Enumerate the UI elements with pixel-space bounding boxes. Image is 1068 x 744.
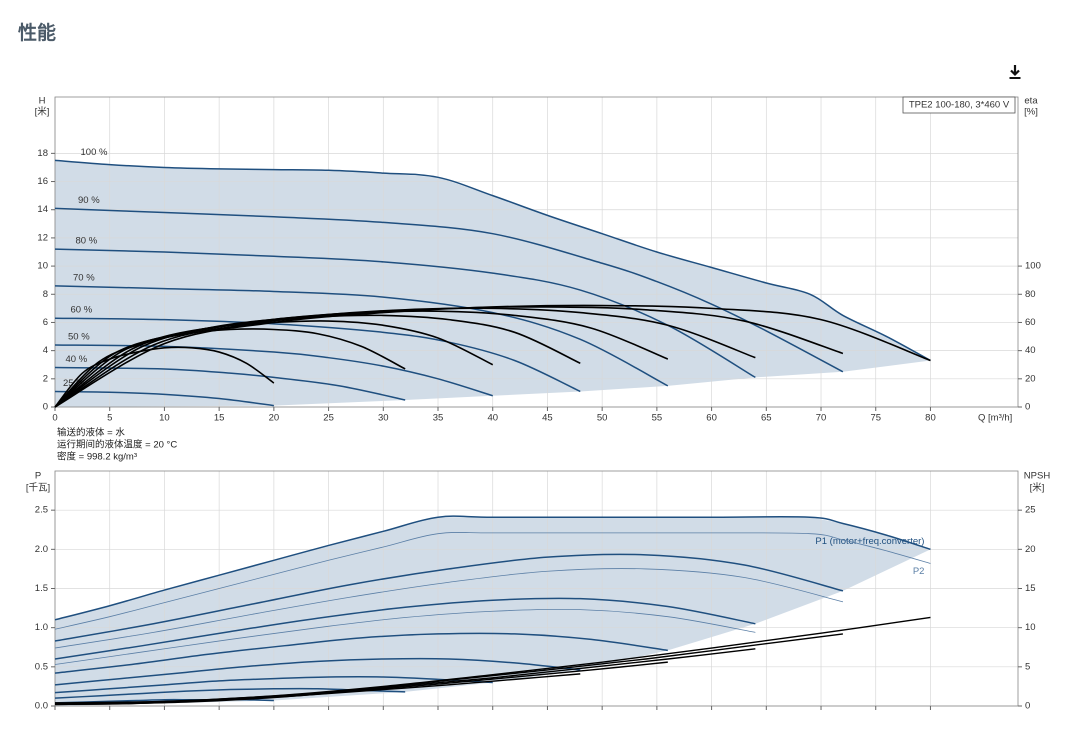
x-tick-label: 10 <box>159 413 170 424</box>
note: 密度 = 998.2 kg/m³ <box>57 451 137 463</box>
x-tick-label: 5 <box>107 413 112 424</box>
y-axis-label: P <box>35 471 41 482</box>
page-title: 性能 <box>18 21 56 44</box>
y2-tick-label: 40 <box>1025 345 1036 356</box>
curve <box>54 532 931 630</box>
secondary-curve <box>54 346 275 408</box>
note: 输送的液体 = 水 <box>57 427 125 439</box>
x-tick-label: 70 <box>816 413 827 424</box>
curve-label: P2 <box>913 566 925 577</box>
x-axis-label: Q [m³/h] <box>978 413 1012 424</box>
y2-tick-label: 60 <box>1025 317 1036 328</box>
curve <box>54 568 844 649</box>
curve <box>54 553 844 642</box>
curve-label: P1 (motor+freq.converter) <box>815 536 924 547</box>
y-tick-label: 6 <box>43 317 48 328</box>
curve <box>54 632 668 674</box>
y-tick-label: 0 <box>43 402 48 413</box>
x-tick-label: 50 <box>597 413 608 424</box>
curve <box>54 207 844 373</box>
x-tick-label: 35 <box>433 413 444 424</box>
y2-tick-label: 20 <box>1025 544 1036 555</box>
curve <box>54 159 931 362</box>
curve <box>54 608 756 665</box>
curve <box>54 317 581 393</box>
y-tick-label: 1.5 <box>35 583 48 594</box>
y-tick-label: 2 <box>43 373 48 384</box>
y-tick-label: 4 <box>43 345 48 356</box>
curve-label: 25 % <box>63 378 85 389</box>
y2-tick-label: 80 <box>1025 289 1036 300</box>
curve <box>54 390 274 407</box>
y-axis-label: H <box>39 96 46 107</box>
x-tick-label: 60 <box>706 413 717 424</box>
curve <box>54 285 669 387</box>
x-tick-label: 25 <box>323 413 334 424</box>
y2-tick-label: 20 <box>1025 373 1036 384</box>
chart: 0 2 4 6 8 10 12 14 16 18 0 20 40 60 80 100 0 5 10 15 20 25 30 3… <box>37 96 1041 424</box>
curve-label: 90 % <box>78 195 100 206</box>
y-tick-label: 2.5 <box>35 505 48 516</box>
curve-label: 70 % <box>73 272 95 283</box>
y2-axis-label: NPSH <box>1024 471 1051 482</box>
y-tick-label: 12 <box>37 232 48 243</box>
secondary-curve <box>54 328 406 408</box>
x-tick-label: 15 <box>214 413 225 424</box>
secondary-curve <box>54 673 581 706</box>
curve <box>54 597 756 660</box>
x-tick-label: 80 <box>925 413 936 424</box>
x-tick-label: 20 <box>269 413 280 424</box>
x-tick-label: 30 <box>378 413 389 424</box>
y2-axis-label: [%] <box>1024 107 1038 118</box>
y-tick-label: 0.5 <box>35 661 48 672</box>
y-axis-label: [米] <box>35 106 50 118</box>
y-tick-label: 16 <box>37 176 48 187</box>
curve <box>54 344 493 397</box>
y-tick-label: 0.0 <box>35 701 48 712</box>
x-tick-label: 0 <box>52 413 57 424</box>
y-tick-label: 10 <box>37 261 48 272</box>
plot-border <box>54 96 1019 408</box>
x-tick-label: 75 <box>870 413 881 424</box>
curve-label: 50 % <box>68 332 90 343</box>
note: 运行期间的液体温度 = 20 °C <box>57 439 177 451</box>
download-arrow <box>1010 65 1020 77</box>
y-axis-label: [千瓦] <box>26 483 50 494</box>
curve-label: 60 % <box>71 305 93 316</box>
curve-label: 80 % <box>76 236 98 247</box>
y-tick-label: 18 <box>37 148 48 159</box>
y-tick-label: 8 <box>43 289 48 300</box>
x-tick-label: 55 <box>652 413 663 424</box>
curve-label: 40 % <box>66 354 88 365</box>
y-tick-label: 2.0 <box>35 544 48 555</box>
y2-tick-label: 0 <box>1025 402 1030 413</box>
curve <box>54 366 406 401</box>
y2-axis-label: [米] <box>1030 482 1045 494</box>
chart: 0.0 0.5 1.0 1.5 2.0 2.5 0 5 10 15 20 25 P1 (motor+fr… <box>35 470 1036 712</box>
model-label-box <box>902 96 1016 114</box>
y2-tick-label: 100 <box>1025 261 1041 272</box>
y2-tick-label: 5 <box>1025 661 1030 672</box>
x-tick-label: 45 <box>542 413 553 424</box>
curve <box>54 515 931 621</box>
download-button[interactable] <box>1005 61 1025 81</box>
x-tick-label: 40 <box>487 413 498 424</box>
curve <box>54 657 581 686</box>
x-tick-label: 65 <box>761 413 772 424</box>
curve-label: 100 % <box>81 147 108 158</box>
y2-tick-label: 10 <box>1025 622 1036 633</box>
download-bar <box>1009 77 1021 79</box>
y2-tick-label: 25 <box>1025 505 1036 516</box>
y2-tick-label: 15 <box>1025 583 1036 594</box>
y-tick-label: 14 <box>37 204 48 215</box>
model-label: TPE2 100-180, 3*460 V <box>909 100 1010 111</box>
y2-axis-label: eta <box>1024 96 1038 107</box>
y-tick-label: 1.0 <box>35 622 48 633</box>
y2-tick-label: 0 <box>1025 701 1030 712</box>
curve <box>54 676 493 694</box>
curve <box>54 248 756 379</box>
